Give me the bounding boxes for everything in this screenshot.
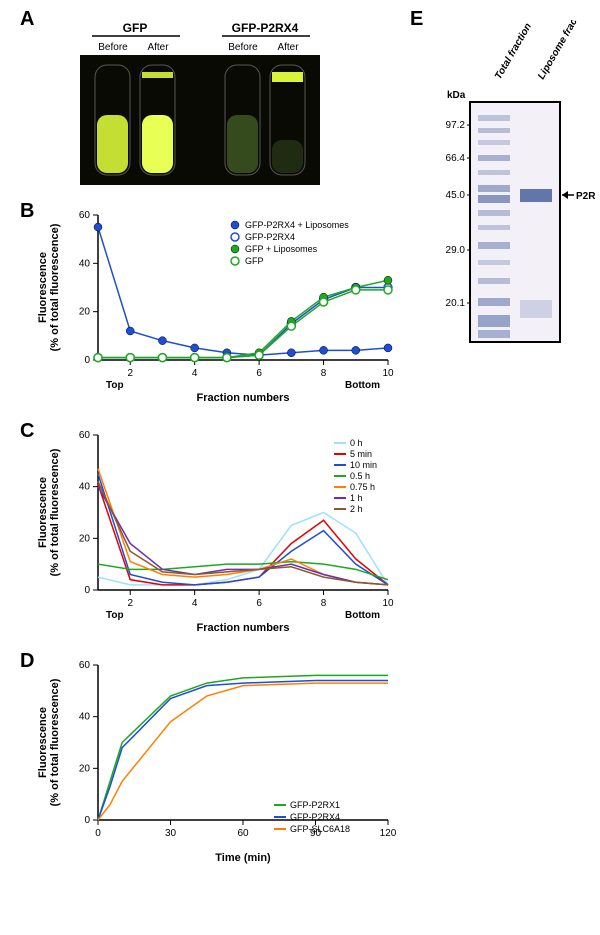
svg-text:4: 4 [192, 368, 198, 379]
svg-text:GFP + Liposomes: GFP + Liposomes [245, 244, 318, 254]
svg-text:30: 30 [165, 828, 177, 839]
svg-text:10: 10 [382, 598, 394, 609]
panel-e-gel: Total fractionLiposome fraction kDa 97.2 66… [415, 20, 595, 350]
svg-text:2: 2 [127, 368, 133, 379]
svg-text:60: 60 [79, 660, 91, 671]
svg-text:6: 6 [256, 598, 262, 609]
panel-b-chart: 0 20 40 60 2 4 6 8 10 Top Bottom Fraction numbers Fl… [30, 205, 400, 405]
svg-text:Bottom: Bottom [345, 610, 380, 621]
svg-text:60: 60 [237, 828, 249, 839]
svg-text:Top: Top [106, 610, 124, 621]
svg-text:40: 40 [79, 258, 91, 269]
svg-text:Fraction numbers: Fraction numbers [197, 392, 290, 404]
panel-d-chart: 02040600306090120Time (min)Fluorescence(… [30, 655, 400, 865]
svg-text:kDa: kDa [447, 90, 466, 101]
group-gfp-label: GFP [123, 21, 148, 35]
tube-after-1: After [147, 42, 169, 53]
group-gfp-p2rx4-label: GFP-P2RX4 [232, 21, 299, 35]
svg-text:0: 0 [95, 828, 101, 839]
svg-text:1 h: 1 h [350, 493, 363, 503]
svg-text:8: 8 [321, 368, 327, 379]
svg-text:Fraction numbers: Fraction numbers [197, 622, 290, 634]
svg-text:Fluorescence: Fluorescence [37, 252, 49, 323]
svg-text:(% of total fluorescence): (% of total fluorescence) [49, 448, 61, 576]
svg-text:Total fraction: Total fraction [493, 21, 534, 81]
svg-text:Top: Top [106, 380, 124, 391]
svg-text:0: 0 [84, 355, 90, 366]
svg-text:40: 40 [79, 712, 91, 723]
tube-after-2: After [277, 42, 299, 53]
svg-text:Fluorescence: Fluorescence [37, 707, 49, 778]
tube-before-1: Before [98, 42, 128, 53]
svg-text:29.0: 29.0 [446, 245, 466, 256]
svg-text:Bottom: Bottom [345, 380, 380, 391]
svg-text:GFP-SLC6A18: GFP-SLC6A18 [290, 824, 350, 834]
panel-a-label: A [20, 8, 34, 31]
svg-text:GFP: GFP [245, 256, 264, 266]
svg-text:60: 60 [79, 430, 91, 441]
svg-text:0.5 h: 0.5 h [350, 471, 370, 481]
svg-text:8: 8 [321, 598, 327, 609]
svg-text:GFP-P2RX1: GFP-P2RX1 [290, 800, 340, 810]
svg-text:GFP-P2RX4 + Liposomes: GFP-P2RX4 + Liposomes [245, 220, 349, 230]
svg-text:0: 0 [84, 585, 90, 596]
svg-text:97.2: 97.2 [446, 120, 466, 131]
svg-text:20: 20 [79, 763, 91, 774]
svg-text:45.0: 45.0 [446, 190, 466, 201]
svg-text:40: 40 [79, 482, 91, 493]
svg-text:0.75 h: 0.75 h [350, 482, 375, 492]
svg-text:66.4: 66.4 [446, 153, 466, 164]
svg-text:20: 20 [79, 533, 91, 544]
svg-text:GFP-P2RX4: GFP-P2RX4 [245, 232, 295, 242]
svg-text:5 min: 5 min [350, 449, 372, 459]
svg-text:(% of total fluorescence): (% of total fluorescence) [49, 223, 61, 351]
svg-text:2 h: 2 h [350, 504, 363, 514]
panel-c-chart: 0 20 40 60 2 4 6 8 10 Top Bottom Fraction numbers Fl… [30, 425, 400, 635]
svg-text:120: 120 [380, 828, 397, 839]
panel-a-photo: GFP GFP-P2RX4 Before After Before After [50, 20, 350, 190]
svg-text:10: 10 [382, 368, 394, 379]
svg-text:Time (min): Time (min) [215, 852, 271, 864]
svg-text:20: 20 [79, 307, 91, 318]
svg-text:20.1: 20.1 [446, 298, 466, 309]
svg-text:6: 6 [256, 368, 262, 379]
tube-before-2: Before [228, 42, 258, 53]
svg-text:Liposome fraction: Liposome fraction [536, 20, 589, 82]
svg-text:0: 0 [84, 815, 90, 826]
svg-text:P2RX4: P2RX4 [576, 191, 595, 202]
svg-text:(% of total fluorescence): (% of total fluorescence) [49, 678, 61, 806]
svg-text:4: 4 [192, 598, 198, 609]
svg-text:10 min: 10 min [350, 460, 377, 470]
svg-text:0 h: 0 h [350, 438, 363, 448]
svg-text:GFP-P2RX4: GFP-P2RX4 [290, 812, 340, 822]
svg-text:60: 60 [79, 210, 91, 221]
svg-text:2: 2 [127, 598, 133, 609]
svg-text:Fluorescence: Fluorescence [37, 477, 49, 548]
